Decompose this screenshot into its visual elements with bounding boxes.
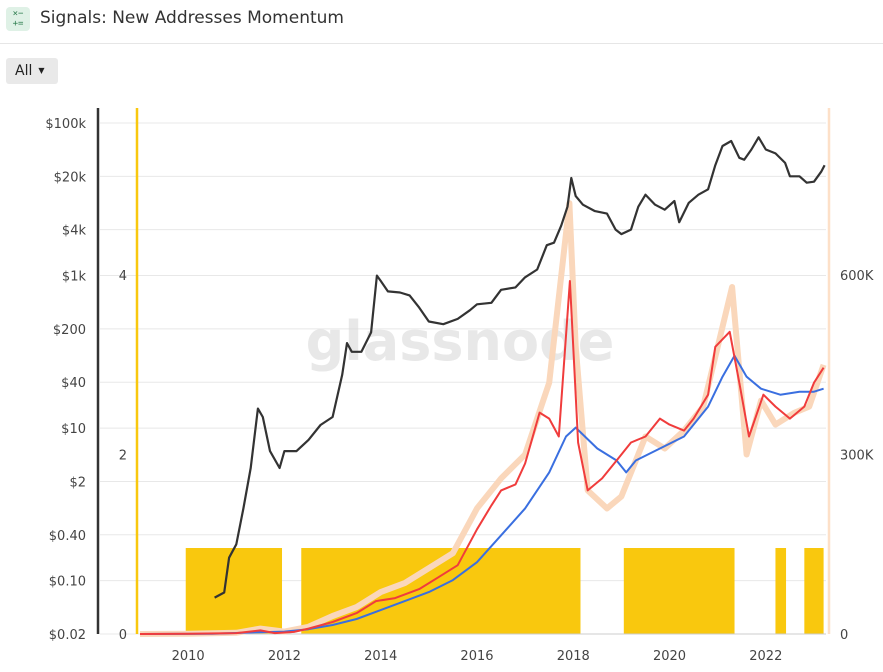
price-tick-label: $0.02 bbox=[49, 628, 86, 643]
price-tick-label: $200 bbox=[53, 323, 86, 338]
signal-tick-label: 2 bbox=[119, 449, 127, 464]
signal-tick-label: 4 bbox=[119, 269, 127, 284]
x-tick-label: 2014 bbox=[364, 649, 397, 664]
x-tick-label: 2018 bbox=[557, 649, 590, 664]
price-tick-label: $40 bbox=[61, 376, 86, 391]
chart-header: ×− += Signals: New Addresses Momentum bbox=[0, 0, 883, 44]
x-tick-label: 2016 bbox=[460, 649, 493, 664]
x-tick-label: 2010 bbox=[172, 649, 205, 664]
watermark-text: glassnode bbox=[306, 310, 615, 373]
x-tick-label: 2020 bbox=[653, 649, 686, 664]
x-tick-label: 2012 bbox=[268, 649, 301, 664]
signals-icon: ×− += bbox=[6, 7, 30, 31]
addresses-tick-label: 600K bbox=[840, 269, 874, 284]
chevron-down-icon: ▼ bbox=[38, 66, 45, 75]
range-select-button[interactable]: All ▼ bbox=[6, 58, 58, 84]
signal-band bbox=[804, 548, 824, 634]
price-line bbox=[214, 136, 826, 599]
price-tick-label: $0.10 bbox=[49, 575, 86, 590]
addresses-tick-label: 300K bbox=[840, 449, 874, 464]
x-tick-label: 2022 bbox=[749, 649, 782, 664]
addresses-tick-label: 0 bbox=[840, 628, 848, 643]
signal-band bbox=[623, 548, 735, 634]
addresses-short-ma-line bbox=[139, 280, 825, 635]
price-tick-label: $10 bbox=[61, 422, 86, 437]
page-title: Signals: New Addresses Momentum bbox=[40, 8, 344, 28]
price-tick-label: $1k bbox=[62, 270, 87, 285]
signal-band bbox=[775, 548, 787, 634]
addresses-long-ma-line bbox=[139, 354, 824, 635]
price-tick-label: $20k bbox=[54, 170, 87, 185]
signal-band bbox=[185, 548, 283, 634]
signal-tick-label: 0 bbox=[119, 628, 127, 643]
price-tick-label: $100k bbox=[45, 117, 86, 132]
price-tick-label: $4k bbox=[62, 224, 87, 239]
price-tick-label: $2 bbox=[69, 475, 86, 490]
price-tick-label: $0.40 bbox=[49, 529, 86, 544]
range-select-label: All bbox=[15, 63, 33, 79]
